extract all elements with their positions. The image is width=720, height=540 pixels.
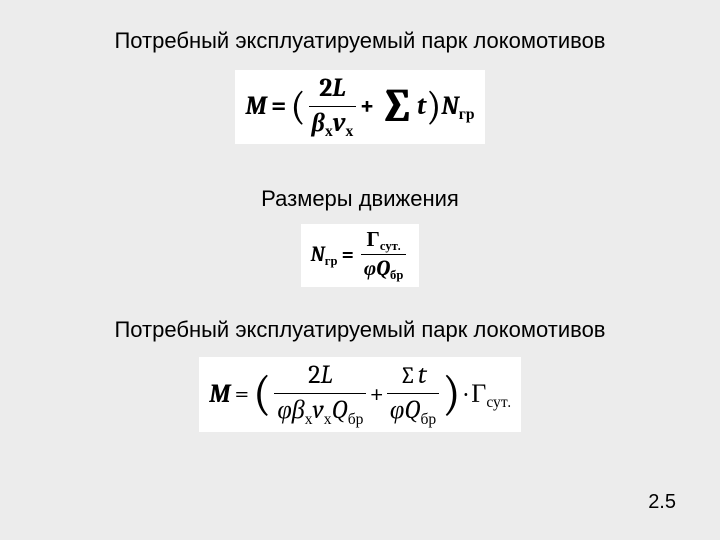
- sub-gr2: гр: [325, 254, 338, 269]
- sym-cdot: ·: [461, 379, 472, 409]
- sym-N: N: [441, 91, 458, 121]
- formula-2: N гр = Γ сут. φ Q бр: [301, 224, 420, 287]
- caption-2: Размеры движения: [0, 184, 720, 214]
- rparen: ): [426, 83, 441, 129]
- sub-x4: х: [324, 411, 332, 429]
- sym-v: v: [333, 109, 346, 139]
- sigma-icon-small: ∑: [399, 363, 416, 390]
- sub-gr: гр: [459, 105, 475, 124]
- sub-x3: х: [305, 411, 313, 429]
- lparen3: (: [253, 366, 271, 421]
- sym-Gamma: Γ: [367, 228, 380, 252]
- formula-2-wrap: N гр = Γ сут. φ Q бр: [0, 224, 720, 287]
- sub-br3b: бр: [420, 411, 436, 429]
- frac-2L-over-bv: 2 L β х v х: [309, 74, 357, 139]
- num-2: 2: [319, 74, 332, 104]
- frac-2L-over-phibvQ: 2 L φ β х v х Q бр: [274, 361, 366, 426]
- sym-beta: β: [312, 109, 325, 139]
- formula-1-wrap: M = ( 2 L β х v х: [0, 70, 720, 145]
- sub-sut3: сут.: [486, 393, 511, 412]
- sym-L3: L: [320, 361, 332, 391]
- formula-3-wrap: M = ( 2 L φ β х v х: [0, 357, 720, 432]
- sym-eq: =: [271, 91, 286, 121]
- lparen: (: [290, 83, 305, 129]
- sym-plus: +: [359, 91, 374, 121]
- sub-x1: х: [325, 123, 333, 141]
- sym-Q3b: Q: [404, 396, 420, 426]
- sym-beta3: β: [292, 396, 305, 426]
- sym-L: L: [332, 74, 345, 104]
- sym-plus3: +: [369, 379, 383, 409]
- sub-sut: сут.: [380, 240, 401, 254]
- frac-gamma-over-phiQ: Γ сут. φ Q бр: [361, 228, 406, 281]
- caption-3: Потребный эксплуатируемый парк локомотив…: [0, 315, 720, 345]
- caption-1: Потребный эксплуатируемый парк локомотив…: [0, 26, 720, 56]
- sym-eq2: =: [341, 243, 353, 267]
- sigma-icon: ∑: [375, 83, 417, 130]
- sub-br: бр: [390, 269, 403, 283]
- rparen3: ): [442, 366, 460, 421]
- slide: Потребный эксплуатируемый парк локомотив…: [0, 0, 720, 540]
- sym-Q: Q: [376, 257, 390, 281]
- page-number: 2.5: [648, 491, 676, 514]
- sym-t3: t: [416, 361, 427, 391]
- sym-N2: N: [311, 243, 325, 267]
- sym-phi3b: φ: [390, 396, 404, 426]
- formula-1: M = ( 2 L β х v х: [235, 70, 484, 145]
- sub-br3: бр: [348, 411, 364, 429]
- sym-M3: M: [209, 379, 231, 409]
- sym-M: M: [245, 91, 267, 121]
- frac-sigt-over-phiQ: ∑ t φ Q бр: [387, 361, 439, 426]
- num-2b: 2: [308, 361, 320, 391]
- sym-t: t: [417, 91, 426, 121]
- sym-phi3: φ: [277, 396, 291, 426]
- formula-3: M = ( 2 L φ β х v х: [199, 357, 521, 432]
- sym-phi: φ: [364, 257, 376, 281]
- sub-x2: х: [346, 123, 354, 141]
- sym-eq3: =: [235, 379, 249, 409]
- sym-v3: v: [313, 396, 324, 426]
- sym-Q3: Q: [332, 396, 348, 426]
- sym-Gamma3: Γ: [471, 379, 486, 409]
